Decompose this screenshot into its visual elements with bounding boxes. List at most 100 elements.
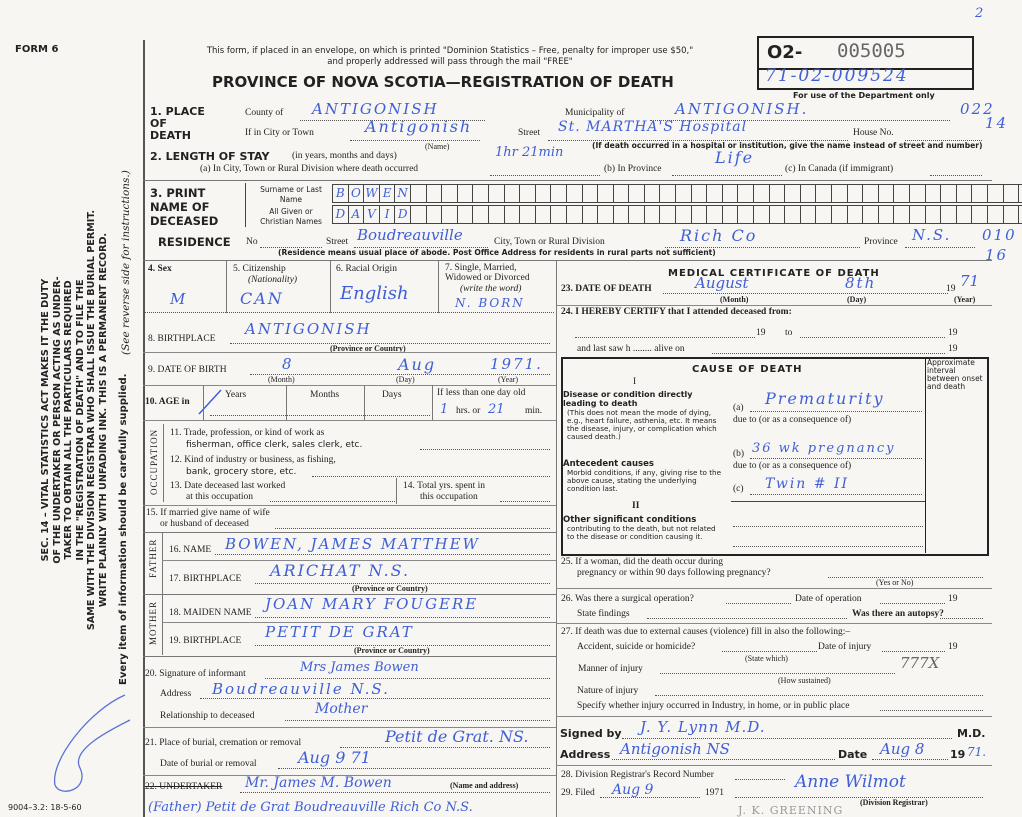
relationship-value[interactable]: Mother: [315, 701, 368, 717]
physician-address-value[interactable]: Antigonish NS: [620, 740, 730, 758]
undertaker-address[interactable]: (Father) Petit de Grat Boudreauville Ric…: [148, 800, 473, 815]
letter-box[interactable]: I: [380, 206, 396, 223]
q11-label: 11. Trade, profession, or kind of work a…: [170, 428, 325, 438]
letter-box[interactable]: A: [349, 206, 365, 223]
residence-street-value[interactable]: Boudreauville: [357, 226, 463, 244]
burial-place-label: 21. Place of burial, cremation or remova…: [145, 738, 302, 748]
dept-number: 71-02-009524: [765, 66, 909, 86]
letter-box[interactable]: N: [395, 185, 411, 202]
dob-year-value[interactable]: 1971.: [490, 355, 543, 373]
last-saw-label: and last saw h ........ alive on: [577, 344, 685, 354]
age-checkmark-icon: [198, 389, 222, 415]
informant-address-value[interactable]: Boudreauville N.S.: [212, 680, 390, 698]
city-value[interactable]: Antigonish: [365, 117, 473, 136]
dob-day-value[interactable]: 8: [282, 355, 294, 373]
cause-of-death-title: CAUSE OF DEATH: [692, 364, 803, 375]
cause-a-value[interactable]: Prematurity: [765, 389, 885, 408]
residence-city-value[interactable]: Rich Co: [680, 226, 758, 245]
residence-street-label: Street: [326, 237, 349, 247]
mother-birthplace-value[interactable]: PETIT DE GRAT: [265, 623, 414, 641]
registrar-signature[interactable]: Anne Wilmot: [795, 772, 906, 792]
part-one-label: I: [633, 377, 637, 387]
sign-date-value[interactable]: Aug 8: [880, 740, 925, 758]
minutes-value[interactable]: 21: [488, 402, 505, 417]
marital-status-value[interactable]: N. BORN: [455, 296, 525, 310]
province-value[interactable]: N.S.: [912, 226, 952, 244]
racial-origin-label: 6. Racial Origin: [336, 264, 397, 274]
stay-a-value[interactable]: 1hr 21min: [495, 145, 564, 160]
year-prefix: 19: [946, 284, 956, 294]
division-registrar-note: (Division Registrar): [860, 798, 928, 807]
letter-box[interactable]: B: [333, 185, 349, 202]
less-than-day-label: If less than one day old: [437, 388, 526, 398]
stay-a-label: (a) In City, Town or Rural Division wher…: [200, 164, 419, 174]
cause-b-value[interactable]: 36 wk pregnancy: [752, 441, 896, 456]
province-or-country-note: (Province or Country): [354, 646, 430, 655]
due-to-label: due to (or as a consequence of): [733, 415, 852, 425]
year-note: (Year): [498, 375, 519, 384]
page-mark: 2: [975, 6, 984, 21]
mother-maiden-name-value[interactable]: JOAN MARY FOUGERE: [265, 595, 479, 613]
date-of-birth-label: 9. DATE OF BIRTH: [148, 365, 227, 375]
day-note: (Day): [396, 375, 415, 384]
physician-signature[interactable]: J. Y. Lynn M.D.: [640, 718, 766, 736]
street-value[interactable]: St. MARTHA'S Hospital: [558, 119, 748, 135]
hours-label: hrs. or: [456, 406, 481, 416]
q12-examples: bank, grocery store, etc.: [186, 467, 297, 477]
letter-box[interactable]: E: [380, 185, 396, 202]
letter-box[interactable]: D: [333, 206, 349, 223]
hours-value[interactable]: 1: [440, 402, 451, 417]
burial-date-value[interactable]: Aug 9 71: [298, 748, 371, 767]
md-label: M.D.: [957, 727, 986, 740]
mother-maiden-name-label: 18. MAIDEN NAME: [169, 608, 252, 618]
death-year-value[interactable]: 71: [960, 272, 980, 290]
letter-box[interactable]: O: [349, 185, 365, 202]
informant-signature[interactable]: Mrs James Bowen: [300, 660, 419, 675]
stay-note: (in years, months and days): [292, 151, 397, 161]
mother-birthplace-label: 19. BIRTHPLACE: [169, 636, 242, 646]
burial-place-value[interactable]: Petit de Grat. NS.: [385, 727, 529, 746]
informant-signature-label: 20. Signature of informant: [145, 669, 246, 679]
letter-box[interactable]: W: [364, 185, 380, 202]
citizenship-note: (Nationality): [248, 275, 298, 285]
residence-label: RESIDENCE: [158, 235, 231, 249]
burial-date-label: Date of burial or removal: [160, 759, 257, 769]
stay-b-label: (b) In Province: [604, 164, 662, 174]
cause-c-value[interactable]: Twin # II: [765, 476, 850, 492]
injury-code: 777X: [900, 654, 940, 672]
q27-label: 27. If death was due to external causes …: [561, 627, 851, 637]
form-title: PROVINCE OF NOVA SCOTIA—REGISTRATION OF …: [212, 73, 674, 91]
operation-year-prefix: 19: [948, 594, 958, 604]
letter-box[interactable]: V: [364, 206, 380, 223]
death-month-value[interactable]: August: [695, 274, 749, 292]
marital-status-label: 7. Single, Married, Widowed or Divorced: [445, 263, 530, 283]
province-label: Province: [864, 237, 898, 247]
filed-date-value[interactable]: Aug 9: [612, 782, 654, 798]
residence-note: (Residence means usual place of abode. P…: [278, 248, 716, 257]
father-birthplace-value[interactable]: ARICHAT N.S.: [270, 561, 411, 580]
registration-number-box: O2- 005005: [757, 36, 974, 70]
county-value[interactable]: ANTIGONISH: [312, 100, 439, 118]
q13-label-2: at this occupation: [186, 492, 254, 502]
side-code: 010: [982, 226, 1017, 244]
dob-month-value[interactable]: Aug: [398, 355, 437, 374]
sign-year-value[interactable]: 71.: [967, 745, 987, 759]
age-label: 10. AGE in: [145, 397, 190, 407]
reg-prefix: O2-: [767, 42, 803, 63]
municipality-value[interactable]: ANTIGONISH.: [675, 100, 809, 118]
registrar-stamp: J. K. GREENING: [738, 804, 844, 817]
day-note: (Day): [847, 295, 867, 304]
stay-b-value[interactable]: Life: [715, 148, 755, 167]
racial-origin-value[interactable]: English: [340, 283, 409, 304]
citizenship-value[interactable]: CAN: [240, 289, 284, 308]
father-name-value[interactable]: BOWEN, JAMES MATTHEW: [225, 535, 480, 553]
death-day-value[interactable]: 8th: [845, 274, 877, 292]
letter-box[interactable]: D: [395, 206, 411, 223]
birthplace-value[interactable]: ANTIGONISH: [245, 320, 372, 338]
undertaker-name[interactable]: Mr. James M. Bowen: [245, 775, 392, 791]
months-label: Months: [310, 390, 340, 400]
sex-value[interactable]: M: [170, 290, 188, 308]
city-label: If in City or Town: [245, 128, 314, 138]
